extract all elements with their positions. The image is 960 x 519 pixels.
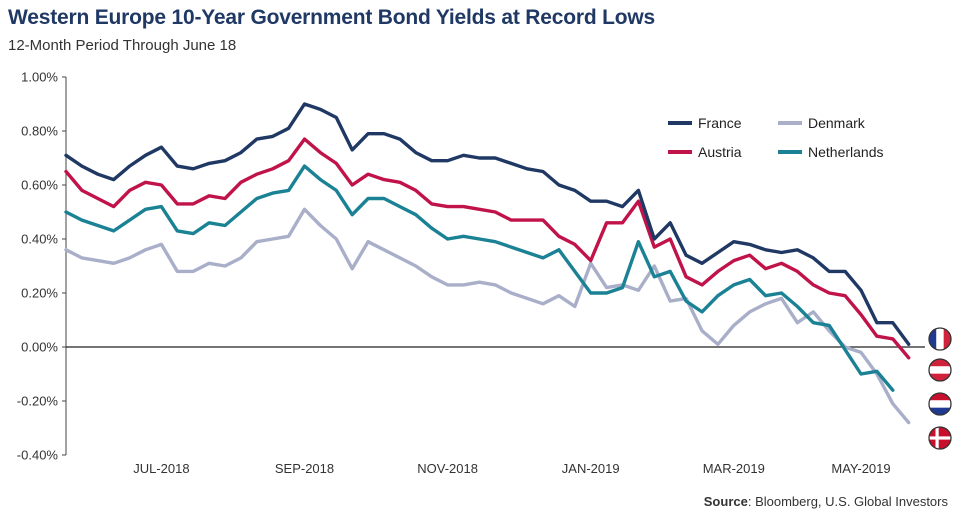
legend-label-netherlands: Netherlands: [808, 144, 884, 160]
legend-label-france: France: [698, 115, 742, 131]
x-tick-label: NOV-2018: [417, 461, 478, 476]
y-tick-label: 0.40%: [21, 232, 58, 247]
x-tick-label: JAN-2019: [562, 461, 620, 476]
x-tick-label: SEP-2018: [275, 461, 334, 476]
chart-title: Western Europe 10-Year Government Bond Y…: [8, 6, 655, 29]
series-line-austria: [64, 137, 911, 360]
y-tick-label: 1.00%: [21, 70, 58, 85]
y-tick-label: 0.80%: [21, 124, 58, 139]
netherlands-flag-icon: [928, 392, 952, 416]
denmark-flag-icon: [928, 426, 952, 450]
source-text: : Bloomberg, U.S. Global Investors: [747, 494, 948, 509]
austria-flag-icon: [928, 358, 952, 382]
y-tick-label: -0.20%: [17, 394, 59, 409]
chart-subtitle: 12-Month Period Through June 18: [8, 37, 237, 54]
series-line-denmark: [64, 207, 911, 425]
legend-label-austria: Austria: [698, 144, 742, 160]
x-tick-label: MAY-2019: [831, 461, 890, 476]
legend-label-denmark: Denmark: [808, 115, 866, 131]
x-tick-label: JUL-2018: [133, 461, 189, 476]
source-label: Source: [703, 494, 748, 509]
y-tick-label: -0.40%: [17, 448, 59, 463]
source-note: Source: Bloomberg, U.S. Global Investors: [704, 494, 948, 509]
series-line-france: [64, 102, 911, 346]
france-flag-icon: [928, 327, 952, 351]
series-line-netherlands: [64, 164, 895, 392]
y-tick-label: 0.60%: [21, 178, 58, 193]
y-tick-label: 0.00%: [21, 340, 58, 355]
y-tick-label: 0.20%: [21, 286, 58, 301]
x-tick-label: MAR-2019: [703, 461, 765, 476]
